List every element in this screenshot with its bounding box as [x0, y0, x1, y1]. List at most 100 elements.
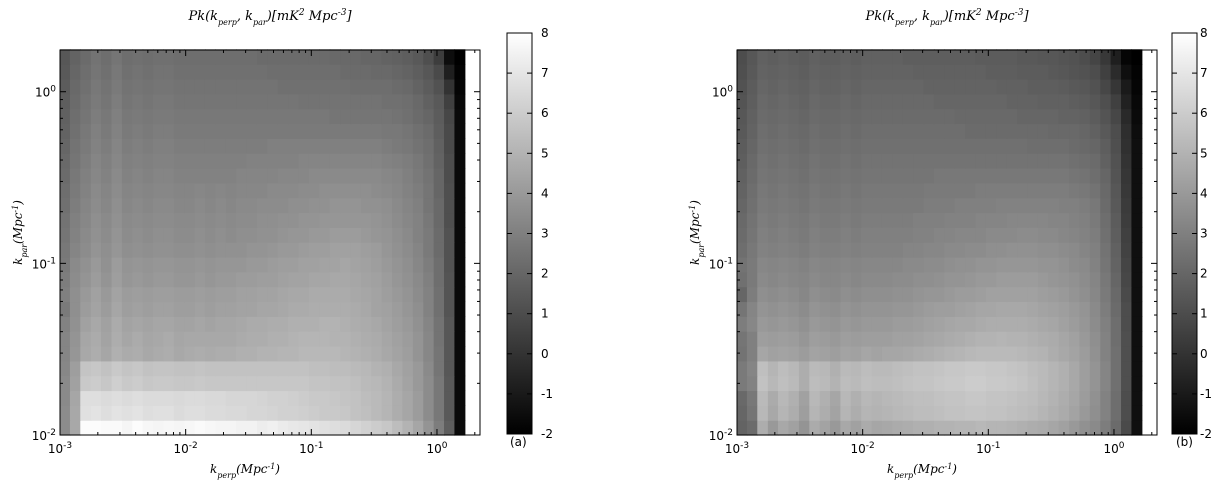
heatmap-cell-r24-c1 — [746, 64, 758, 80]
heatmap-cell-r1-c1 — [69, 405, 81, 421]
heatmap-cell-r14-c16 — [225, 212, 237, 228]
heatmap-cell-r23-c10 — [840, 78, 852, 95]
heatmap-cell-r19-c13 — [194, 138, 206, 154]
heatmap-cell-r3-c7 — [132, 375, 144, 392]
heatmap-cell-r3-c14 — [204, 375, 216, 392]
heatmap-cell-r1-c38 — [1131, 405, 1143, 421]
heatmap-cell-r9-c23 — [975, 286, 987, 303]
heatmap-cell-r18-c16 — [225, 153, 237, 169]
heatmap-cell-r1-c4 — [778, 405, 790, 421]
heatmap-cell-r4-c30 — [371, 360, 383, 377]
heatmap-cell-r0-c31 — [381, 420, 393, 436]
y-tick-label-2: 100 — [712, 85, 733, 100]
heatmap-cell-r16-c6 — [121, 182, 133, 199]
heatmap-cell-r4-c31 — [1058, 360, 1070, 377]
heatmap-cell-r23-c17 — [236, 78, 248, 95]
heatmap-cell-r20-c0 — [737, 123, 748, 139]
heatmap-cell-r1-c26 — [329, 405, 341, 421]
heatmap-cell-r10-c18 — [246, 271, 258, 288]
heatmap-cell-r11-c36 — [433, 257, 445, 273]
heatmap-cell-r8-c13 — [194, 301, 206, 317]
heatmap-cell-r11-c24 — [308, 257, 320, 273]
heatmap-cell-r18-c8 — [142, 153, 154, 169]
heatmap-cell-r10-c37 — [1121, 271, 1133, 288]
heatmap-cell-r8-c3 — [767, 301, 779, 317]
heatmap-cell-r13-c25 — [319, 227, 331, 243]
heatmap-cell-r12-c25 — [996, 242, 1008, 258]
heatmap-cell-r14-c2 — [80, 212, 92, 228]
heatmap-cell-r24-c19 — [933, 64, 945, 80]
heatmap-cell-r13-c14 — [881, 227, 893, 243]
heatmap-cell-r19-c28 — [350, 138, 362, 154]
heatmap-cell-r9-c34 — [1089, 286, 1101, 303]
heatmap-cell-r1-c2 — [757, 405, 769, 421]
heatmap-cell-r18-c10 — [163, 153, 175, 169]
heatmap-cell-r2-c30 — [371, 390, 383, 406]
heatmap-cell-r20-c14 — [204, 123, 216, 139]
heatmap-cell-r2-c7 — [132, 390, 144, 406]
heatmap-cell-r22-c4 — [778, 93, 790, 110]
heatmap-cell-r4-c35 — [423, 360, 435, 377]
heatmap-cell-r12-c15 — [892, 242, 904, 258]
heatmap-cell-r0-c8 — [142, 420, 154, 436]
heatmap-cell-r16-c30 — [1048, 182, 1060, 199]
heatmap-cell-r11-c23 — [975, 257, 987, 273]
heatmap-cell-r22-c16 — [225, 93, 237, 110]
heatmap-cell-r20-c6 — [798, 123, 810, 139]
heatmap-cell-r12-c12 — [861, 242, 873, 258]
heatmap-cell-r16-c14 — [204, 182, 216, 199]
heatmap-cell-r4-c25 — [996, 360, 1008, 377]
heatmap-cell-r20-c34 — [412, 123, 424, 139]
heatmap-cell-r8-c19 — [933, 301, 945, 317]
heatmap-cell-r18-c5 — [111, 153, 123, 169]
heatmap-cell-r25-c13 — [194, 49, 206, 65]
heatmap-cell-r9-c8 — [819, 286, 831, 303]
heatmap-cell-r5-c21 — [277, 345, 289, 362]
heatmap-cell-r13-c12 — [184, 227, 196, 243]
heatmap-cell-r11-c5 — [111, 257, 123, 273]
heatmap-cell-r0-c18 — [246, 420, 258, 436]
heatmap-cell-r18-c34 — [412, 153, 424, 169]
heatmap-cell-r12-c25 — [319, 242, 331, 258]
heatmap-cell-r18-c31 — [1058, 153, 1070, 169]
heatmap-cell-r16-c31 — [381, 182, 393, 199]
heatmap-cell-r20-c27 — [1017, 123, 1029, 139]
heatmap-cell-r3-c20 — [944, 375, 956, 392]
heatmap-cell-r5-c26 — [1006, 345, 1018, 362]
heatmap-cell-r17-c27 — [340, 167, 352, 184]
heatmap-cell-r24-c18 — [246, 64, 258, 80]
heatmap-cell-r17-c29 — [1037, 167, 1049, 184]
heatmap-cell-r1-c14 — [881, 405, 893, 421]
heatmap-cell-r7-c23 — [975, 316, 987, 332]
heatmap-cell-r24-c31 — [1058, 64, 1070, 80]
heatmap-cell-r9-c13 — [871, 286, 883, 303]
heatmap-cell-r13-c35 — [423, 227, 435, 243]
heatmap-cell-r7-c4 — [101, 316, 113, 332]
heatmap-cell-r5-c28 — [1027, 345, 1039, 362]
heatmap-cell-r15-c28 — [350, 197, 362, 214]
heatmap-cell-r5-c16 — [225, 345, 237, 362]
heatmap-cell-r20-c13 — [871, 123, 883, 139]
heatmap-cell-r17-c15 — [215, 167, 227, 184]
heatmap-cell-r23-c24 — [985, 78, 997, 95]
heatmap-cell-r7-c14 — [204, 316, 216, 332]
heatmap-cell-r3-c38 — [454, 375, 466, 392]
heatmap-cell-r20-c19 — [256, 123, 268, 139]
heatmap-cell-r17-c26 — [329, 167, 341, 184]
heatmap-cell-r21-c20 — [944, 108, 956, 125]
heatmap-cell-r9-c26 — [1006, 286, 1018, 303]
heatmap-cell-r18-c13 — [871, 153, 883, 169]
heatmap-cell-r9-c25 — [996, 286, 1008, 303]
heatmap-cell-r19-c9 — [830, 138, 841, 154]
heatmap-cell-r11-c16 — [225, 257, 237, 273]
heatmap-cell-r6-c6 — [121, 331, 133, 347]
x-tick-label-2: 10-1 — [299, 441, 323, 456]
heatmap-cell-r25-c14 — [204, 49, 216, 65]
heatmap-cell-r19-c13 — [871, 138, 883, 154]
heatmap-cell-r3-c24 — [985, 375, 997, 392]
heatmap-cell-r17-c38 — [1131, 167, 1143, 184]
heatmap-cell-r9-c11 — [850, 286, 862, 303]
heatmap-cell-r11-c6 — [798, 257, 810, 273]
heatmap-cell-r4-c19 — [933, 360, 945, 377]
heatmap-cell-r9-c17 — [913, 286, 925, 303]
